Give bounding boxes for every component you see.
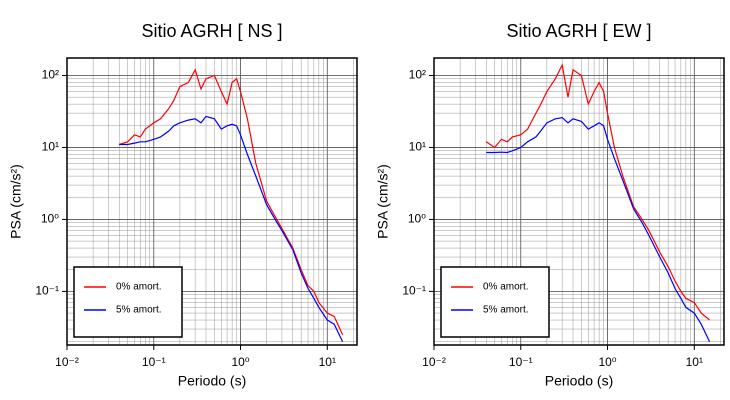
y-tick-label: 10²: [42, 68, 59, 82]
y-tick-label: 10⁰: [408, 212, 426, 226]
x-axis-label: Periodo (s): [545, 373, 613, 389]
x-tick-label: 10⁻¹: [509, 355, 533, 369]
legend-label: 5% amort.: [483, 305, 529, 316]
x-tick-label: 10¹: [686, 355, 703, 369]
data-line: [119, 68, 344, 335]
x-tick-label: 10⁰: [231, 355, 249, 369]
y-axis-label: PSA (cm/s²): [375, 164, 391, 239]
plot-frame: [66, 57, 358, 346]
data-line: [486, 116, 711, 342]
chart: Sitio AGRH [ EW ] 10⁻² 10⁻¹ 10⁰ 10¹ 10⁻¹ 10⁰ 10…: [375, 21, 725, 389]
legend-box: [440, 266, 550, 338]
x-tick-label: 10⁻¹: [142, 355, 166, 369]
y-axis-label: PSA (cm/s²): [8, 164, 24, 239]
y-tick-label: 10¹: [42, 140, 59, 154]
chart-title: Sitio AGRH [ EW ]: [506, 21, 651, 41]
legend-label: 0% amort.: [483, 282, 529, 293]
data-line: [119, 115, 344, 342]
plot-frame: [433, 57, 725, 346]
x-tick-label: 10⁻²: [422, 355, 446, 369]
chart-title: Sitio AGRH [ NS ]: [141, 21, 282, 41]
legend-label: 0% amort.: [116, 282, 162, 293]
legend-box: [73, 266, 183, 338]
y-tick-label: 10⁰: [41, 212, 59, 226]
x-tick-label: 10⁰: [598, 355, 616, 369]
x-tick-label: 10¹: [319, 355, 336, 369]
chart: Sitio AGRH [ NS ] 10⁻² 10⁻¹ 10⁰ 10¹ 10⁻¹ 10⁰ 10…: [8, 21, 358, 389]
legend-label: 5% amort.: [116, 305, 162, 316]
x-tick-label: 10⁻²: [55, 355, 79, 369]
data-line: [485, 63, 710, 321]
y-tick-label: 10¹: [409, 140, 426, 154]
y-tick-label: 10⁻¹: [402, 284, 426, 298]
y-tick-label: 10⁻¹: [35, 284, 59, 298]
x-axis-label: Periodo (s): [178, 373, 246, 389]
y-tick-label: 10²: [409, 68, 426, 82]
